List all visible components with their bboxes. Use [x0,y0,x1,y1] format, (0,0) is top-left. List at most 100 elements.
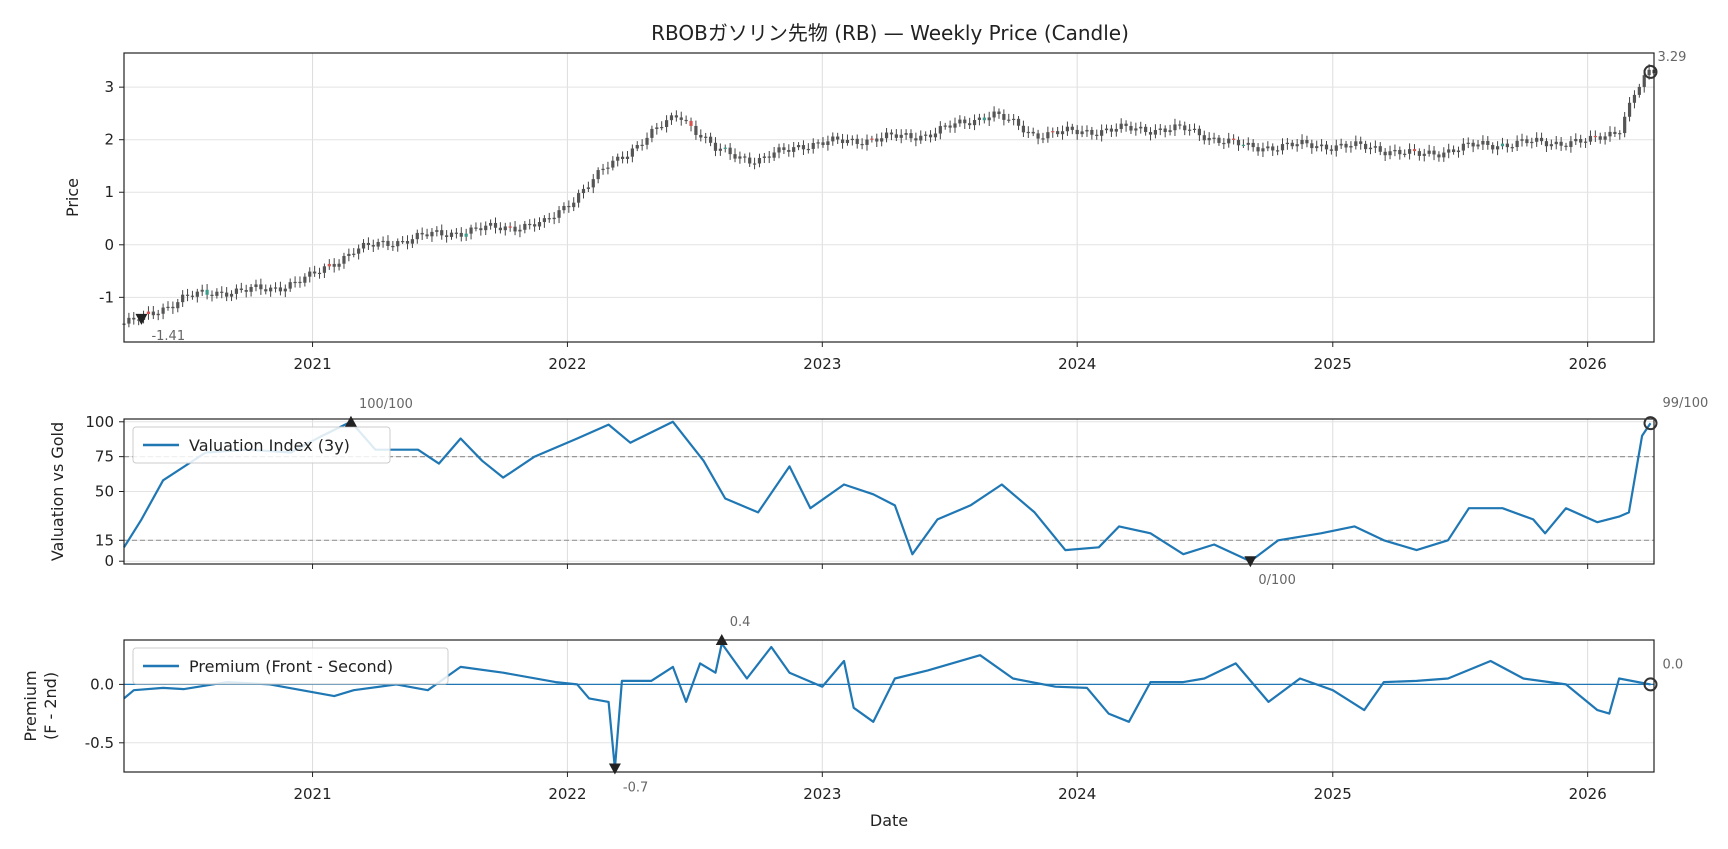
legend-box [132,647,449,685]
candle-body [435,230,439,232]
candle-body [1608,131,1612,137]
candle-body [752,163,757,165]
candle-body [1305,139,1309,144]
candle-body [313,271,317,274]
candle-body [1002,114,1006,120]
candle-body [801,145,806,150]
candle-body [630,148,634,157]
candle-body [860,143,864,146]
candle-body [1021,125,1026,133]
candle-body [782,147,786,150]
candle-body [166,306,170,309]
candle-body [269,287,273,292]
candle-body [528,223,532,226]
candle-body [968,123,972,126]
candle-body [415,232,419,240]
candle-body [1129,125,1133,131]
candle-body [840,139,845,144]
candle-body [1554,141,1558,145]
candle-body [1525,139,1529,144]
candle-body [865,139,869,145]
candle-body [547,218,551,220]
candle-body [1442,152,1446,158]
candle-body [1158,128,1162,131]
candle-body [816,142,820,144]
candle-body [317,272,322,275]
candle-body [401,241,405,243]
candle-body [195,291,199,297]
candle-body [381,240,385,243]
candle-body [357,248,361,254]
candle-body [1363,143,1368,150]
annotation-label: 0.0 [1663,657,1684,672]
legend-label: Valuation Index (3y) [189,436,350,455]
candle-body [689,120,693,126]
candle-body [410,239,415,244]
candle-body [249,287,253,292]
candle-body [1139,126,1143,129]
candle-body [151,311,155,316]
candle-body [1329,149,1333,151]
candle-body [371,245,375,247]
y-tick-label: 0 [104,552,114,570]
candle-body [156,313,160,316]
candle-body [1153,130,1158,135]
candle-body [625,156,630,159]
y-tick-label: 3 [104,78,114,96]
candle-body [337,263,341,267]
candle-body [1593,135,1597,138]
candle-body [1188,129,1192,131]
candle-body [1012,118,1016,121]
x-tick-label: 2023 [803,785,841,803]
candle-body [713,142,718,151]
x-tick-label: 2025 [1314,785,1352,803]
annotation-label: 0/100 [1258,573,1295,588]
legend-box [132,426,391,464]
candle-body [1398,149,1402,155]
candle-body [1334,145,1338,151]
candle-body [185,294,190,296]
candle-body [1109,128,1114,132]
candle-body [577,193,581,203]
candle-body [1100,130,1104,136]
candle-body [806,148,810,151]
candle-body [469,227,473,234]
candle-body [1456,150,1461,153]
candle-body [997,111,1001,115]
candle-body [914,138,918,141]
candle-body [1486,140,1490,145]
candle-body [884,132,889,139]
candle-body [259,284,263,290]
candle-body [1471,142,1475,147]
candle-body [264,289,268,292]
annotation-label: 0.4 [730,615,751,630]
axes-frame [123,418,1655,565]
candle-body [1095,134,1099,136]
candle-body [288,282,292,289]
candle-body [181,294,185,303]
y-tick-label: 0.0 [90,675,114,693]
candle-body [787,149,791,152]
candle-body [479,228,483,231]
y-tick-label: -0.5 [85,734,114,752]
candle-body [454,232,458,234]
candle-body [244,289,248,292]
candle-body [977,117,982,121]
candle-body [606,167,610,169]
candle-body [1236,139,1241,146]
candle-body [283,288,287,292]
candle-body [1124,123,1128,126]
candle-body [660,126,664,129]
annotation-marker [1643,677,1658,692]
candle-body [1466,142,1470,144]
x-tick-label: 2021 [293,785,331,803]
y-tick-label: 2 [104,131,114,149]
candle-body [1481,140,1485,145]
candle-body [332,263,336,267]
candle-body [278,287,283,292]
candle-body [1637,86,1641,95]
candle-body [137,319,141,321]
candle-body [1016,118,1021,126]
candle-body [1173,124,1177,131]
annotation-marker [1643,416,1658,431]
